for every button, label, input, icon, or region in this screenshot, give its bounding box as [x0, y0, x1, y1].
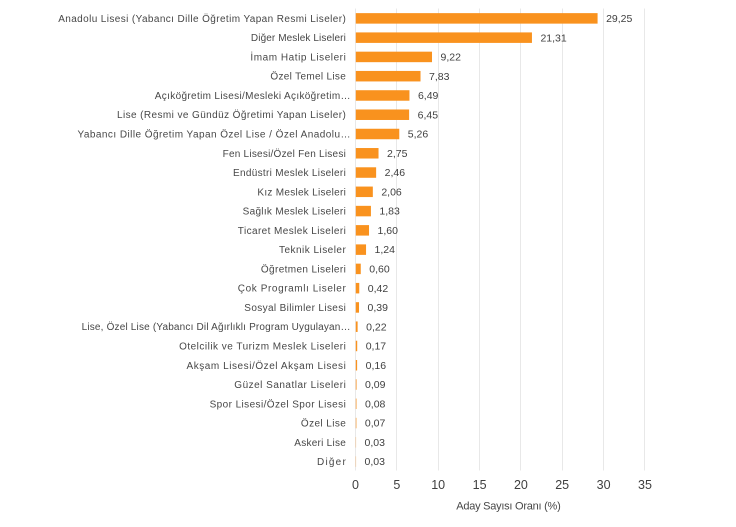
svg-text:Güzel Sanatlar Liseleri: Güzel Sanatlar Liseleri	[234, 380, 346, 391]
svg-text:Fen Lisesi/Özel Fen Lisesi: Fen Lisesi/Özel Fen Lisesi	[223, 148, 346, 160]
svg-text:6,45: 6,45	[418, 109, 439, 121]
svg-text:29,25: 29,25	[606, 13, 632, 25]
svg-text:Kız Meslek Liseleri: Kız Meslek Liseleri	[257, 187, 345, 198]
svg-text:Akşam Lisesi/Özel Akşam Lisesi: Akşam Lisesi/Özel Akşam Lisesi	[187, 360, 346, 372]
svg-text:İmam Hatip Liseleri: İmam Hatip Liseleri	[250, 50, 345, 63]
svg-text:7,83: 7,83	[429, 71, 450, 83]
svg-text:0,42: 0,42	[368, 283, 389, 295]
svg-text:0,17: 0,17	[366, 341, 387, 353]
svg-text:1,60: 1,60	[378, 225, 399, 237]
svg-text:Açıköğretim Lisesi/Mesleki Açı: Açıköğretim Lisesi/Mesleki Açıköğretim…	[155, 91, 351, 102]
svg-text:20: 20	[514, 478, 528, 492]
svg-text:15: 15	[473, 478, 487, 492]
svg-text:2,75: 2,75	[387, 148, 408, 160]
svg-text:0,60: 0,60	[369, 264, 390, 276]
svg-text:21,31: 21,31	[540, 32, 566, 44]
svg-text:Lise, Özel Lise (Yabancı Dil A: Lise, Özel Lise (Yabancı Dil Ağırlıklı P…	[82, 321, 351, 333]
svg-text:Sosyal Bilimler Lisesi: Sosyal Bilimler Lisesi	[244, 303, 346, 314]
svg-text:10: 10	[431, 478, 445, 492]
svg-text:25: 25	[555, 478, 569, 492]
svg-text:5,26: 5,26	[408, 129, 429, 141]
svg-text:0,03: 0,03	[365, 456, 386, 468]
svg-text:1,83: 1,83	[379, 206, 400, 218]
svg-text:0,03: 0,03	[365, 437, 386, 449]
svg-text:0,09: 0,09	[365, 379, 386, 391]
svg-text:0,07: 0,07	[365, 418, 386, 430]
svg-text:0,39: 0,39	[368, 302, 389, 314]
svg-text:9,22: 9,22	[441, 52, 462, 64]
svg-text:Teknik Liseler: Teknik Liseler	[279, 245, 346, 256]
svg-text:35: 35	[638, 478, 652, 492]
svg-text:Özel Temel Lise: Özel Temel Lise	[270, 71, 346, 83]
svg-text:0,22: 0,22	[366, 321, 387, 333]
svg-text:Askeri Lise: Askeri Lise	[294, 438, 346, 449]
svg-text:Özel Lise: Özel Lise	[301, 418, 346, 430]
svg-text:Diğer: Diğer	[317, 457, 346, 468]
svg-text:Otelcilik ve Turizm Meslek Lis: Otelcilik ve Turizm Meslek Liseleri	[179, 341, 346, 352]
svg-text:Lise (Resmi ve Gündüz Öğretimi: Lise (Resmi ve Gündüz Öğretimi Yapan Lis…	[117, 109, 346, 121]
svg-text:2,46: 2,46	[385, 167, 406, 179]
svg-text:Anadolu Lisesi (Yabancı Dille: Anadolu Lisesi (Yabancı Dille Öğretim Ya…	[58, 13, 346, 25]
svg-text:Çok Programlı Liseler: Çok Programlı Liseler	[238, 284, 347, 295]
svg-text:0: 0	[352, 478, 359, 492]
svg-text:30: 30	[597, 478, 611, 492]
svg-text:0,08: 0,08	[365, 398, 386, 410]
svg-text:6,49: 6,49	[418, 90, 439, 102]
svg-text:Endüstri Meslek Liseleri: Endüstri Meslek Liseleri	[233, 168, 346, 179]
svg-text:Sağlık Meslek Liseleri: Sağlık Meslek Liseleri	[243, 207, 346, 218]
svg-text:Yabancı Dille Öğretim Yapan Öz: Yabancı Dille Öğretim Yapan Özel Lise / …	[78, 129, 351, 141]
svg-text:Ticaret Meslek Liseleri: Ticaret Meslek Liseleri	[238, 226, 346, 237]
svg-text:Aday Sayısı Oranı (%): Aday Sayısı Oranı (%)	[456, 501, 561, 513]
svg-text:Öğretmen Liseleri: Öğretmen Liseleri	[261, 263, 346, 275]
svg-text:5: 5	[393, 478, 400, 492]
svg-text:Spor Lisesi/Özel Spor Lisesi: Spor Lisesi/Özel Spor Lisesi	[210, 398, 346, 410]
svg-text:2,06: 2,06	[381, 186, 402, 198]
svg-text:1,24: 1,24	[375, 244, 396, 256]
svg-text:Diğer Meslek Liseleri: Diğer Meslek Liseleri	[251, 33, 346, 44]
svg-text:0,16: 0,16	[366, 360, 387, 372]
